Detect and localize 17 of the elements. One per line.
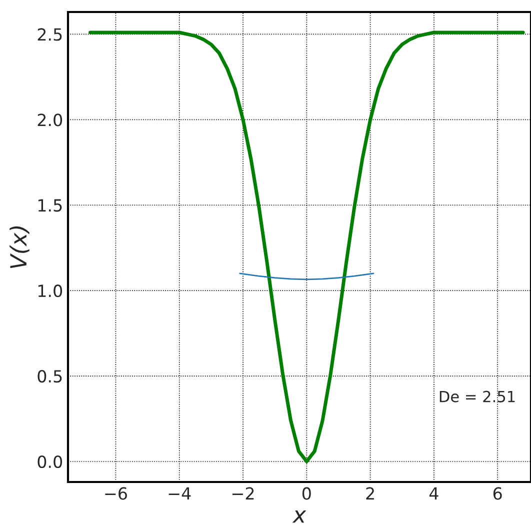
y-tick-label: 0.5 <box>38 370 62 383</box>
x-axis-title: x <box>292 510 306 523</box>
x-tick-label: 4 <box>429 487 438 500</box>
y-tick-label: 1.0 <box>38 284 62 298</box>
y-tick-label: 0.0 <box>38 455 62 468</box>
y-tick-label: 2.5 <box>38 28 62 41</box>
x-tick-label: 2 <box>366 487 374 500</box>
x-tick-label: −4 <box>168 487 191 500</box>
x-tick-label: 6 <box>493 487 502 500</box>
y-tick-label: 1.5 <box>38 199 62 212</box>
y-axis-title: V(x) <box>10 226 30 268</box>
y-tick-label: 2.0 <box>38 114 62 126</box>
x-tick-label: 0 <box>302 487 311 500</box>
x-tick-label: −2 <box>232 487 254 500</box>
line-series <box>88 30 525 464</box>
x-tick-label: −6 <box>105 487 127 500</box>
annotation: De = 2.51 <box>440 390 515 402</box>
